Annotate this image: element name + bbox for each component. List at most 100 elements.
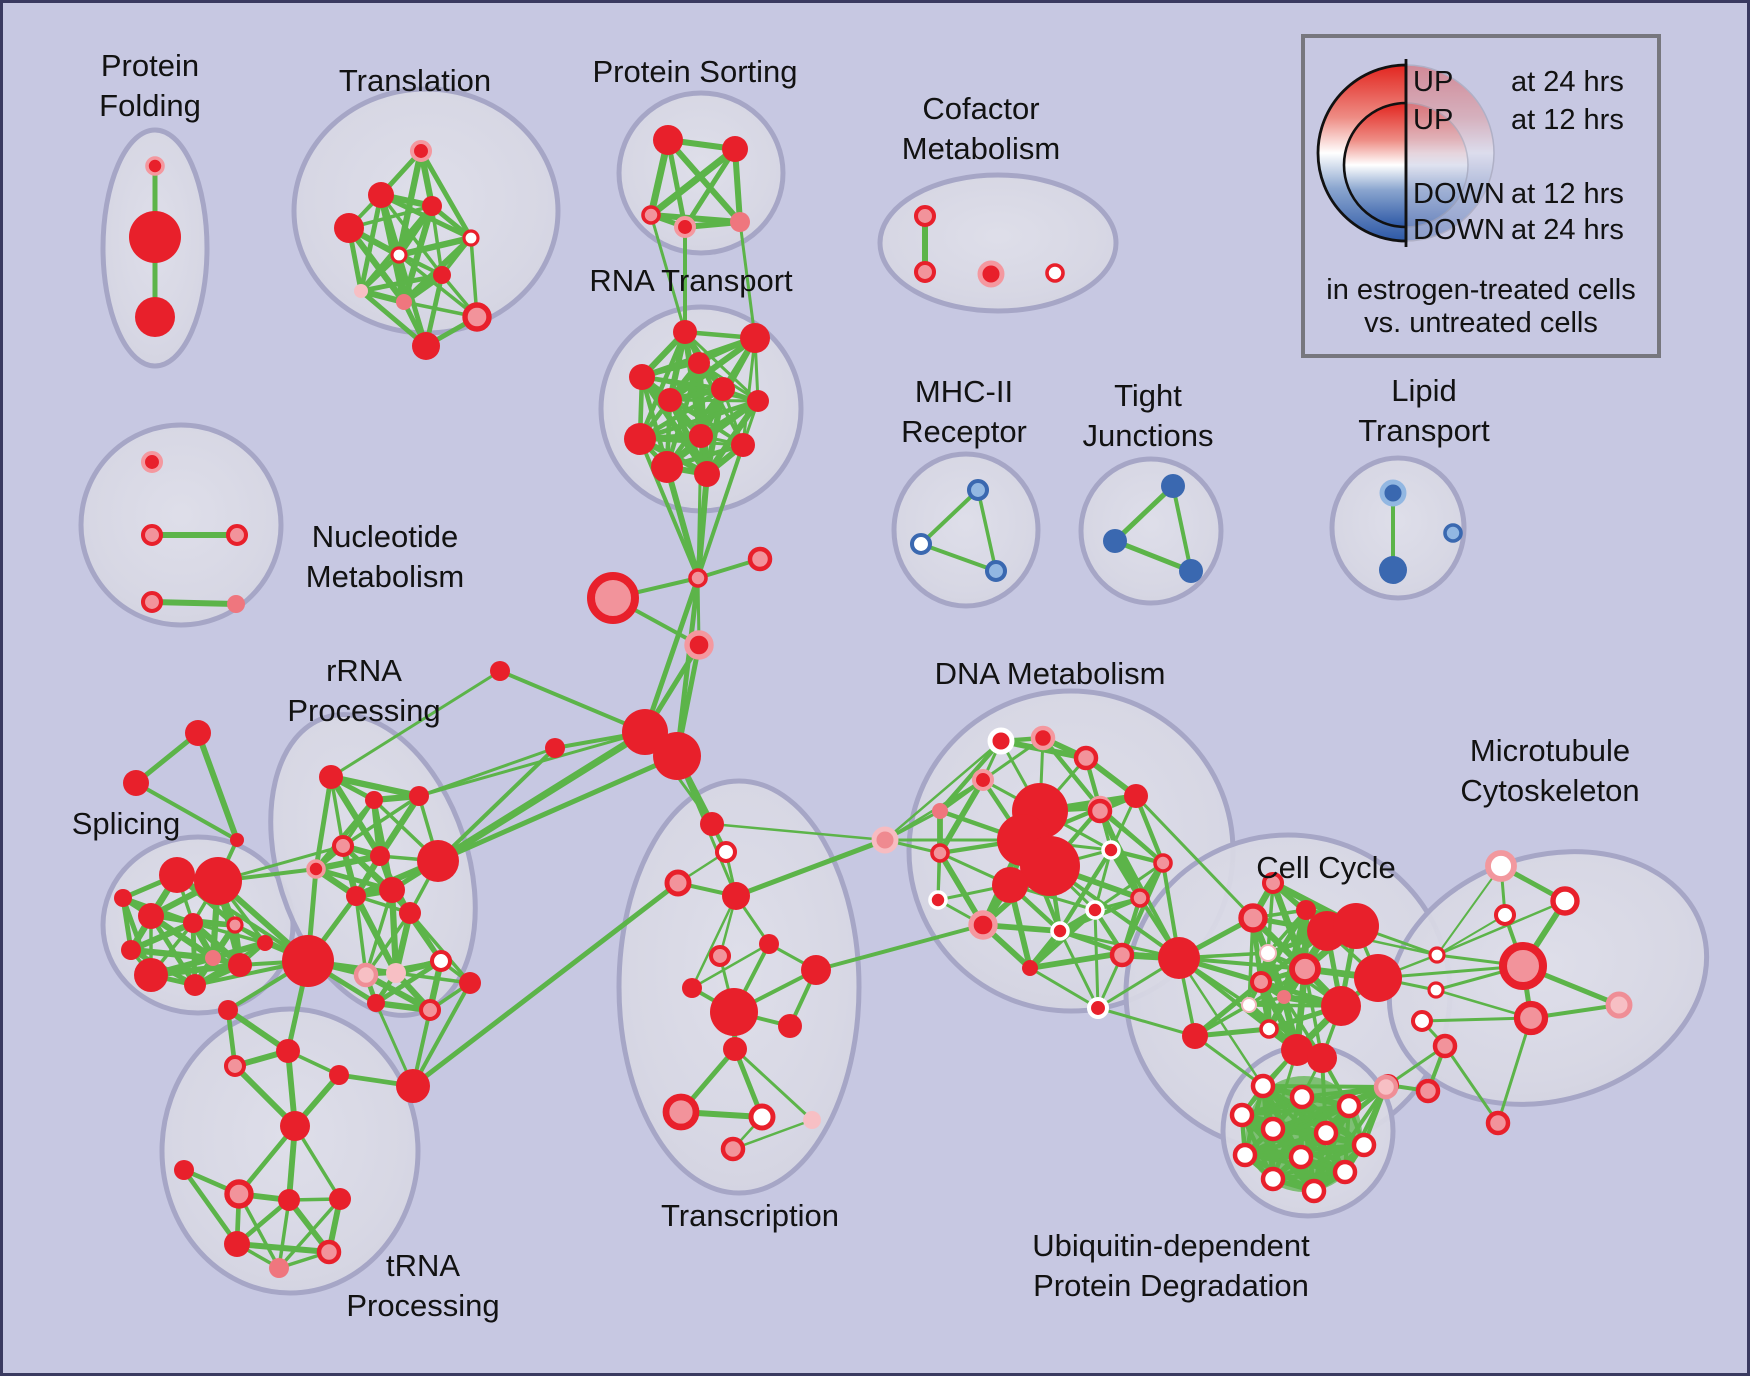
gene-node-rrna-processing [370, 846, 390, 866]
gene-node-dna-metabolism [971, 768, 995, 792]
gene-node-rna-transport [629, 364, 655, 390]
gene-node-cofactor-metabolism [913, 260, 937, 284]
gene-node-cell-cycle [1109, 942, 1135, 968]
gene-node-trna-processing [224, 1231, 250, 1257]
gene-node-microtubule-cytoskeleton [1485, 850, 1517, 882]
gene-node-transcription [759, 934, 779, 954]
cluster-label-cofactor-metabolism: Cofactor Metabolism [902, 91, 1061, 166]
cluster-labels-layer: Protein Folding Translation Protein Sorting… [72, 48, 1640, 1323]
gene-node-splicing [257, 935, 273, 951]
gene-node-splicing-outliers [185, 720, 211, 746]
cluster-label-line: MHC-II [915, 374, 1013, 409]
interaction-edge [1112, 483, 1176, 544]
gene-node-transcription [720, 1136, 746, 1162]
interaction-edge [195, 730, 240, 843]
interaction-edge [1266, 881, 1275, 955]
gene-node-cell-cycle [1259, 944, 1277, 962]
interaction-edge [814, 923, 985, 972]
gene-node-rrna-processing [379, 877, 405, 903]
gene-node-dna-metabolism [930, 843, 950, 863]
gene-node-nucleotide-metabolism [140, 523, 164, 547]
gene-node-splicing [121, 940, 141, 960]
legend-up24-time: at 24 hrs [1511, 66, 1624, 98]
interaction-edge [435, 753, 680, 864]
interaction-edge [664, 464, 701, 581]
gene-node-ubiquitin-degradation [1332, 1159, 1358, 1185]
interaction-edge [354, 894, 368, 977]
interaction-edge [1171, 484, 1193, 573]
interaction-edge [358, 252, 402, 294]
cluster-label-nucleotide-metabolism: Nucleotide Metabolism [306, 519, 465, 594]
gene-node-microtubule-cytoskeleton [1605, 991, 1633, 1019]
interaction-edge [209, 939, 269, 962]
cluster-label-line: Transport [1358, 413, 1490, 448]
cluster-label-cell-cycle: Cell Cycle [1256, 850, 1396, 885]
gene-node-splicing [114, 889, 132, 907]
interaction-edge [883, 739, 1003, 842]
interaction-edge [1443, 1044, 1500, 1125]
interaction-edge [181, 1167, 240, 1247]
interaction-edge [1177, 956, 1265, 1088]
interaction-edge [396, 252, 429, 349]
gene-node-protein-folding [135, 297, 175, 337]
gene-node-ubiquitin-degradation [1288, 1144, 1314, 1170]
gene-node-rna-transport [624, 423, 656, 455]
interaction-edge [666, 334, 759, 404]
gene-node-splicing [205, 950, 221, 966]
gene-node-trna-processing [269, 1258, 289, 1278]
gene-node-microtubule-cytoskeleton [1428, 946, 1446, 964]
gene-node-ubiquitin-degradation [1336, 1093, 1362, 1119]
interaction-edge [649, 213, 687, 334]
interaction-edge [919, 542, 998, 573]
cluster-label-trna-processing: tRNA Processing [346, 1248, 499, 1323]
interaction-edge [637, 398, 761, 442]
cluster-label-protein-folding: Protein Folding [99, 48, 201, 123]
interaction-edge [731, 1118, 814, 1151]
gene-node-trna-processing [224, 1179, 254, 1209]
gene-node-lipid-transport [1379, 556, 1407, 584]
cluster-label-line: Splicing [72, 806, 181, 841]
cluster-bubble-tight-junctions [1078, 456, 1224, 606]
gene-node-trna-processing [218, 1000, 238, 1020]
gene-node-transcription [662, 1093, 700, 1131]
gene-node-rna-transport [747, 390, 769, 412]
cluster-label-translation: Translation [339, 63, 491, 98]
gene-node-rrna-processing [367, 994, 385, 1012]
gene-node-dna-metabolism [928, 890, 948, 910]
interaction-edge [498, 669, 647, 734]
gene-node-translation [433, 266, 451, 284]
gene-node-splicing [194, 857, 242, 905]
gene-node-ubiquitin-degradation [1229, 1102, 1255, 1128]
gene-node-cell-cycle [1281, 1034, 1313, 1066]
interaction-edge [358, 272, 445, 294]
interaction-edge [642, 575, 701, 735]
gene-node-transcription [722, 882, 750, 910]
gene-node-rna-transport [689, 424, 713, 448]
gene-node-ubiquitin-degradation [1250, 1073, 1276, 1099]
gene-node-trna-processing [329, 1065, 349, 1085]
cluster-label-line: Processing [287, 693, 440, 728]
gene-node-dna-metabolism [1085, 900, 1105, 920]
interaction-edge [1134, 794, 1255, 920]
interaction-edge [408, 911, 472, 985]
cluster-label-line: Metabolism [306, 559, 465, 594]
gene-node-cell-cycle [1289, 953, 1321, 985]
gene-node-translation [368, 182, 394, 208]
gene-node-rna-transport [740, 323, 770, 353]
gene-node-ubiquitin-degradation [1289, 1084, 1315, 1110]
interaction-edge [277, 1197, 342, 1270]
cluster-label-microtubule-cytoskeleton: Microtubule Cytoskeleton [1460, 733, 1639, 808]
gene-node-lipid-transport [1379, 479, 1407, 507]
gene-node-translation [354, 284, 368, 298]
gene-node-mhc-ii-receptor [984, 559, 1008, 583]
gene-node-connectors [653, 732, 701, 780]
gene-node-rrna-processing [409, 786, 429, 806]
interaction-edge [1027, 950, 1126, 971]
gene-node-cell-cycle [1249, 970, 1273, 994]
gene-node-microtubule-cytoskeleton [1432, 1033, 1458, 1059]
gene-node-dna-metabolism [1101, 840, 1121, 860]
gene-node-dna-metabolism [932, 803, 948, 819]
gene-node-trna-processing [396, 1069, 430, 1103]
cluster-bubble-mhc-ii-receptor [891, 451, 1041, 609]
gene-node-transcription [778, 1014, 802, 1038]
